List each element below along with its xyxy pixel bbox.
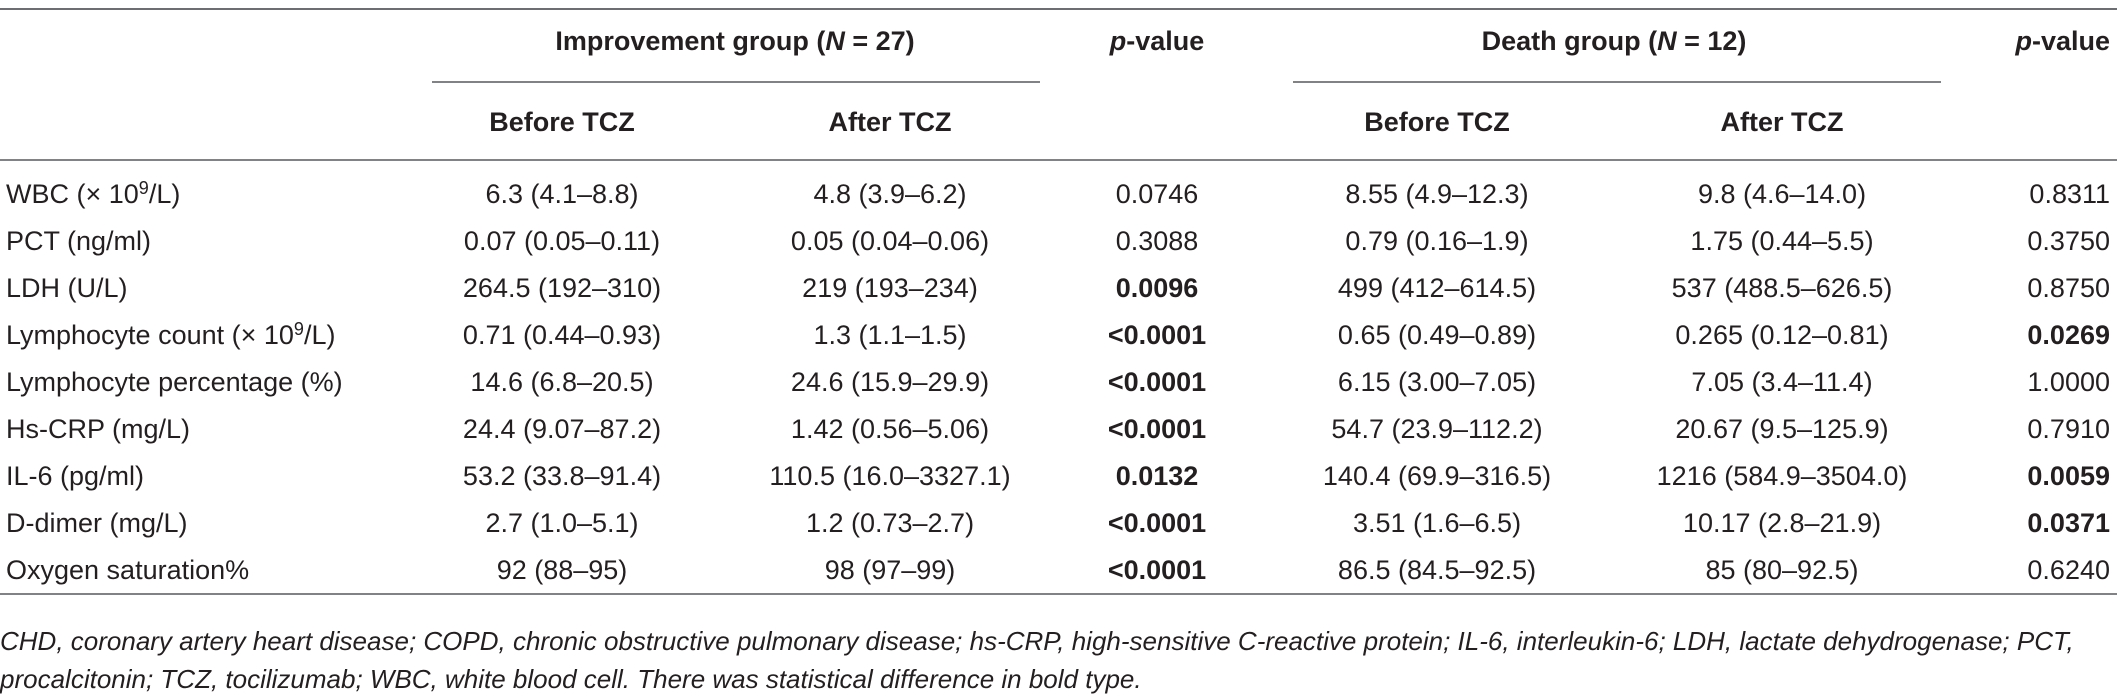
death-pvalue-cell: 0.8311 [2029, 179, 2110, 209]
death-after-cell: 0.265 (0.12–0.81) [1675, 320, 1889, 350]
death-pvalue-header: p-value [2015, 26, 2110, 56]
row-label: LDH (U/L) [6, 273, 128, 303]
improvement-before-cell: 6.3 (4.1–8.8) [485, 179, 639, 209]
improvement-before-cell: 264.5 (192–310) [462, 273, 662, 303]
row-label: Lymphocyte count (× 109/L) [6, 319, 336, 350]
death-before-cell: 0.79 (0.16–1.9) [1345, 226, 1529, 256]
improvement-pvalue-cell: <0.0001 [1107, 367, 1207, 397]
improvement-pvalue-cell: 0.0096 [1115, 273, 1199, 303]
death-before-cell: 3.51 (1.6–6.5) [1352, 508, 1522, 538]
death-pvalue-cell: 0.6240 [2027, 555, 2110, 585]
death-pvalue-cell: 1.0000 [2027, 367, 2110, 397]
row-label: WBC (× 109/L) [6, 178, 181, 209]
improvement-before-cell: 53.2 (33.8–91.4) [462, 461, 662, 491]
improvement-before-cell: 2.7 (1.0–5.1) [485, 508, 639, 538]
death-after-cell: 7.05 (3.4–11.4) [1691, 367, 1873, 397]
row-label: Oxygen saturation% [6, 555, 250, 585]
row-label: IL-6 (pg/ml) [6, 461, 145, 491]
death-after-cell: 20.67 (9.5–125.9) [1675, 414, 1889, 444]
death-pvalue-cell: 0.8750 [2027, 273, 2110, 303]
death-pvalue-cell: 0.0059 [2027, 461, 2110, 491]
death-before-cell: 0.65 (0.49–0.89) [1337, 320, 1537, 350]
death-after-header: After TCZ [1720, 107, 1844, 137]
improvement-before-cell: 0.07 (0.05–0.11) [463, 226, 661, 256]
improvement-after-cell: 1.3 (1.1–1.5) [813, 320, 967, 350]
death-group-rule [1293, 81, 1941, 83]
improvement-group-rule [432, 81, 1040, 83]
improvement-before-cell: 0.71 (0.44–0.93) [462, 320, 662, 350]
death-after-cell: 85 (80–92.5) [1705, 555, 1859, 585]
death-before-header: Before TCZ [1364, 107, 1510, 137]
improvement-group-header: Improvement group (N = 27) [555, 26, 915, 56]
death-before-cell: 499 (412–614.5) [1337, 273, 1537, 303]
row-label: Hs-CRP (mg/L) [6, 414, 191, 444]
improvement-before-cell: 92 (88–95) [496, 555, 628, 585]
death-after-cell: 9.8 (4.6–14.0) [1697, 179, 1867, 209]
top-rule [0, 8, 2117, 10]
improvement-before-cell: 24.4 (9.07–87.2) [462, 414, 662, 444]
death-after-cell: 1216 (584.9–3504.0) [1656, 461, 1908, 491]
death-after-cell: 10.17 (2.8–21.9) [1682, 508, 1882, 538]
improvement-after-cell: 110.5 (16.0–3327.1) [769, 461, 1011, 491]
improvement-after-cell: 1.42 (0.56–5.06) [790, 414, 990, 444]
row-label: Lymphocyte percentage (%) [6, 367, 343, 397]
improvement-pvalue-cell: 0.3088 [1115, 226, 1199, 256]
death-after-cell: 1.75 (0.44–5.5) [1690, 226, 1874, 256]
improvement-after-cell: 0.05 (0.04–0.06) [790, 226, 990, 256]
death-pvalue-cell: 0.0371 [2027, 508, 2110, 538]
improvement-before-header: Before TCZ [489, 107, 635, 137]
improvement-pvalue-cell: <0.0001 [1107, 320, 1207, 350]
death-pvalue-cell: 0.7910 [2027, 414, 2110, 444]
improvement-pvalue-cell: 0.0746 [1115, 179, 1199, 209]
death-before-cell: 86.5 (84.5–92.5) [1337, 555, 1537, 585]
death-group-header: Death group (N = 12) [1481, 26, 1747, 56]
death-after-cell: 537 (488.5–626.5) [1671, 273, 1893, 303]
improvement-after-cell: 219 (193–234) [802, 273, 978, 303]
bottom-rule [0, 593, 2117, 595]
row-label: PCT (ng/ml) [6, 226, 152, 256]
improvement-after-header: After TCZ [828, 107, 952, 137]
death-before-cell: 54.7 (23.9–112.2) [1331, 414, 1543, 444]
improvement-after-cell: 98 (97–99) [824, 555, 956, 585]
improvement-after-cell: 24.6 (15.9–29.9) [790, 367, 990, 397]
death-before-cell: 140.4 (69.9–316.5) [1322, 461, 1552, 491]
improvement-pvalue-cell: <0.0001 [1107, 414, 1207, 444]
death-before-cell: 8.55 (4.9–12.3) [1345, 179, 1529, 209]
improvement-pvalue-cell: <0.0001 [1107, 555, 1207, 585]
row-label: D-dimer (mg/L) [6, 508, 188, 538]
header-rule [0, 159, 2117, 161]
improvement-after-cell: 4.8 (3.9–6.2) [813, 179, 967, 209]
improvement-pvalue-cell: 0.0132 [1115, 461, 1199, 491]
improvement-pvalue-cell: <0.0001 [1107, 508, 1207, 538]
improvement-after-cell: 1.2 (0.73–2.7) [805, 508, 975, 538]
death-pvalue-cell: 0.3750 [2027, 226, 2110, 256]
death-pvalue-cell: 0.0269 [2027, 320, 2110, 350]
death-before-cell: 6.15 (3.00–7.05) [1337, 367, 1537, 397]
improvement-before-cell: 14.6 (6.8–20.5) [470, 367, 654, 397]
table-footnote: CHD, coronary artery heart disease; COPD… [0, 626, 2074, 694]
improvement-pvalue-header: p-value [1109, 26, 1205, 56]
